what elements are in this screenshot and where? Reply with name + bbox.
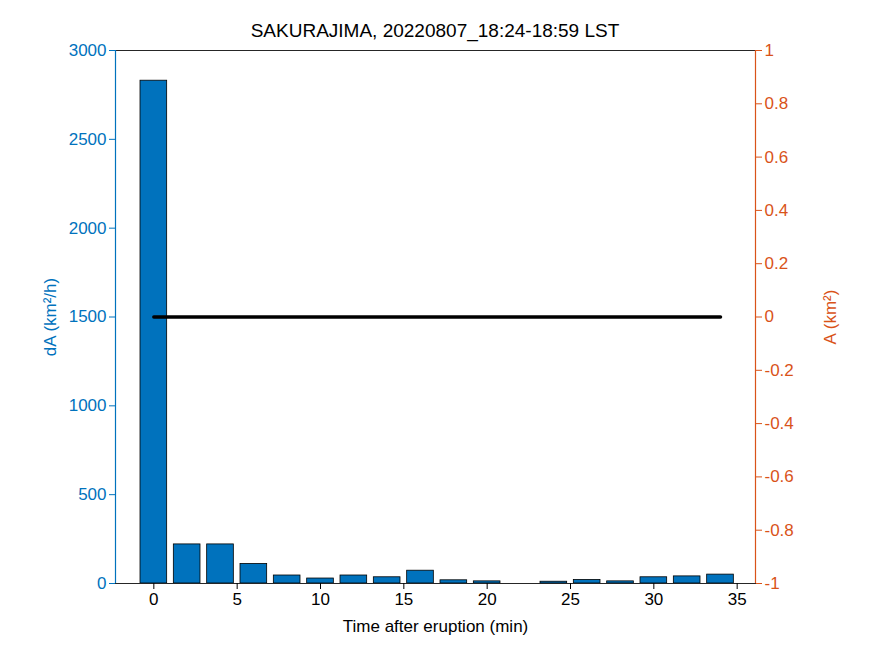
svg-text:-1: -1 bbox=[765, 574, 780, 593]
svg-text:0: 0 bbox=[149, 590, 158, 609]
svg-text:35: 35 bbox=[728, 590, 747, 609]
svg-text:0.6: 0.6 bbox=[765, 148, 789, 167]
html-text:SAKURAJIMA, 20220807_18:24-18:: SAKURAJIMA, 20220807_18:24-18:59 LST bbox=[250, 20, 620, 41]
svg-text:0: 0 bbox=[97, 574, 106, 593]
svg-text:dA (km²/h): dA (km²/h) bbox=[41, 278, 60, 356]
svg-text:2000: 2000 bbox=[69, 219, 107, 238]
svg-text:25: 25 bbox=[561, 590, 580, 609]
svg-text:-0.8: -0.8 bbox=[765, 521, 794, 540]
svg-text:0.4: 0.4 bbox=[765, 201, 789, 220]
svg-text:2500: 2500 bbox=[69, 130, 107, 149]
svg-text:10: 10 bbox=[311, 590, 330, 609]
svg-text:-0.4: -0.4 bbox=[765, 414, 794, 433]
svg-text:30: 30 bbox=[644, 590, 663, 609]
svg-text:0.8: 0.8 bbox=[765, 94, 789, 113]
svg-text:Time after eruption (min): Time after eruption (min) bbox=[343, 617, 528, 636]
svg-text:15: 15 bbox=[394, 590, 413, 609]
svg-text:A (km²): A (km²) bbox=[821, 290, 840, 345]
svg-text:-0.6: -0.6 bbox=[765, 467, 794, 486]
svg-text:1500: 1500 bbox=[69, 307, 107, 326]
svg-text:500: 500 bbox=[78, 485, 106, 504]
svg-text:-0.2: -0.2 bbox=[765, 361, 794, 380]
svg-text:3000: 3000 bbox=[69, 41, 107, 60]
svg-text:1000: 1000 bbox=[69, 396, 107, 415]
svg-text:0: 0 bbox=[765, 307, 774, 326]
svg-text:5: 5 bbox=[232, 590, 241, 609]
svg-text:0.2: 0.2 bbox=[765, 254, 789, 273]
svg-text:20: 20 bbox=[478, 590, 497, 609]
svg-text:1: 1 bbox=[765, 41, 774, 60]
